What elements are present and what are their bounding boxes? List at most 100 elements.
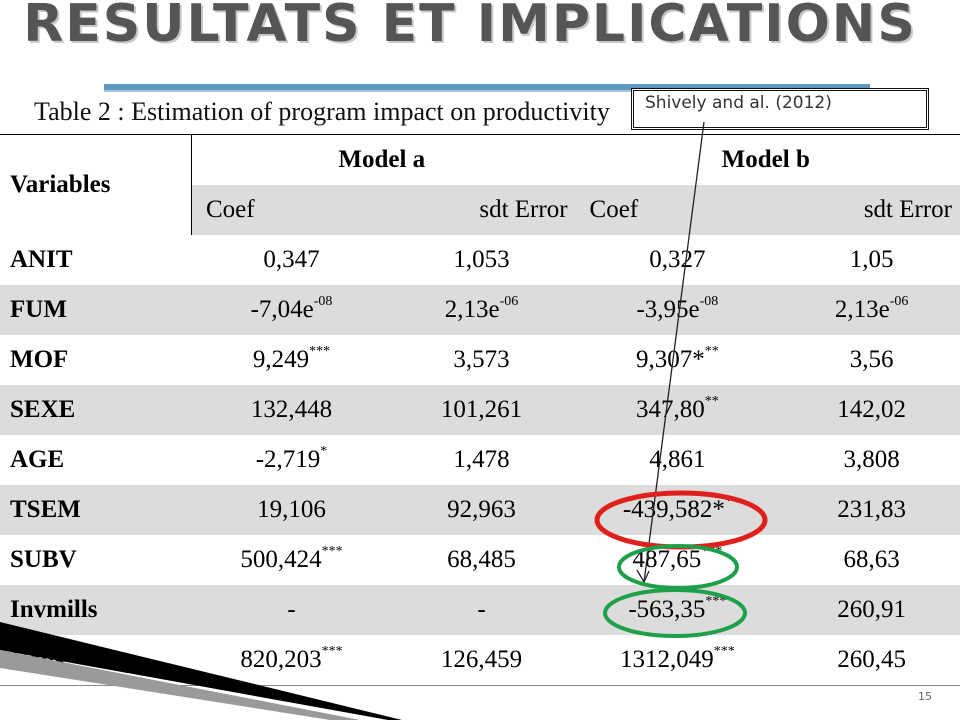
significance-marker: ** <box>704 344 719 359</box>
cell-value: 19,106 <box>257 496 326 523</box>
row-label: FUM <box>0 285 192 335</box>
header-model-b: Model b <box>571 134 960 185</box>
model-b-error-cell: 231,83 <box>783 485 960 535</box>
cell-value: -439,582* <box>622 496 725 523</box>
cell-value: - <box>477 596 486 623</box>
significance-marker: *** <box>705 594 727 609</box>
cell-value: 0,347 <box>263 246 320 273</box>
significance-marker: -06 <box>889 294 909 309</box>
cell-value: 9,307* <box>635 346 705 373</box>
header-model-a: Model a <box>191 134 572 185</box>
significance-marker: *** <box>701 544 723 559</box>
row-label: SEXE <box>0 385 192 435</box>
cell-value: 68,485 <box>447 546 516 573</box>
cell-value: 231,83 <box>837 496 906 523</box>
table-row: ANIT 0,347 1,053 0,327 1,05 <box>0 235 960 285</box>
table-row: AGE -2,719* 1,478 4,861 3,808 <box>0 435 960 485</box>
significance-marker: *** <box>713 644 735 659</box>
table-row: Invmills - - -563,35*** 260,91 <box>0 585 960 635</box>
row-label: Cons <box>0 635 192 686</box>
significance-marker: * <box>724 494 732 509</box>
citation-text: Shively and al. (2012) <box>645 93 832 113</box>
cell-value: 820,203 <box>240 646 322 673</box>
model-a-coef-cell: -2,719* <box>192 435 392 485</box>
model-a-error-cell: 68,485 <box>392 535 572 585</box>
cell-value: 2,13e <box>444 296 500 323</box>
row-label: SUBV <box>10 546 77 573</box>
significance-marker: * <box>320 444 328 459</box>
model-b-error-cell: 3,808 <box>783 435 960 485</box>
cell-value: - <box>287 596 296 623</box>
model-a-error-cell: 1,053 <box>392 235 572 285</box>
cell-value: -563,35 <box>628 596 706 623</box>
model-a-error-cell: 101,261 <box>391 385 572 435</box>
cell-value: 132,448 <box>250 396 333 423</box>
cell-value: 500,424 <box>240 546 322 573</box>
row-label: Invmills <box>0 585 192 635</box>
significance-marker: *** <box>321 644 343 659</box>
table-row: Cons 820,203*** 126,459 1312,049*** 260,45 <box>0 635 960 686</box>
significance-marker: ** <box>704 394 719 409</box>
model-b-error-cell: 68,63 <box>783 535 960 585</box>
cell-value: 260,91 <box>837 596 906 623</box>
model-a-error-cell: - <box>391 585 572 635</box>
significance-marker: -08 <box>313 294 333 309</box>
significance-marker: -06 <box>499 294 519 309</box>
model-b-coef-cell: 347,80** <box>571 385 784 435</box>
subheader-b-error: sdt Error <box>783 185 960 235</box>
model-a-coef-cell: 500,424*** <box>192 535 392 585</box>
table-row: FUM -7,04e-08 2,13e-06 -3,95e-08 2,13e-06 <box>0 285 960 335</box>
cell-value: 1,478 <box>453 446 510 473</box>
table-row: TSEM 19,106 92,963 -439,582** 231,83 <box>0 485 960 535</box>
model-a-error-cell: 92,963 <box>391 485 572 535</box>
model-a-coef-cell: 0,347 <box>192 235 392 285</box>
model-b-coef-cell: 9,307*** <box>572 335 784 385</box>
row-label: AGE <box>10 446 65 473</box>
table-caption: Table 2 : Estimation of program impact o… <box>34 97 610 126</box>
model-a-coef-cell: 132,448 <box>191 385 392 435</box>
cell-value: 126,459 <box>440 646 523 673</box>
page-number: 15 <box>918 690 932 703</box>
cell-value: 347,80 <box>635 396 705 423</box>
cell-value: 9,249 <box>252 346 310 373</box>
model-b-error-cell: 3,56 <box>783 335 960 385</box>
results-table: Variables Model a Model b Coef sdt Error… <box>0 134 960 686</box>
model-b-coef-cell: -563,35*** <box>571 585 784 635</box>
model-a-coef-cell: 9,249*** <box>192 335 392 385</box>
significance-marker: *** <box>321 544 343 559</box>
model-b-error-cell: 260,91 <box>783 585 960 635</box>
model-a-error-cell: 2,13e-06 <box>391 285 572 335</box>
table-row: SUBV 500,424*** 68,485 487,65*** 68,63 <box>0 535 960 585</box>
cell-value: -3,95e <box>636 296 700 323</box>
row-label: TSEM <box>0 485 192 535</box>
citation-box: Shively and al. (2012) <box>631 88 929 130</box>
slide-title: RESULTATS ET IMPLICATIONS <box>23 0 917 54</box>
cell-value: 1312,049 <box>619 646 714 673</box>
cell-value: 142,02 <box>837 396 906 423</box>
cell-value: 0,327 <box>649 246 706 273</box>
row-label: ANIT <box>10 246 73 273</box>
significance-marker: -08 <box>699 294 719 309</box>
row-label: MOF <box>10 346 69 373</box>
model-b-coef-cell: -3,95e-08 <box>571 285 784 335</box>
cell-value: -7,04e <box>250 296 314 323</box>
cell-value: 68,63 <box>843 546 900 573</box>
cell-value: 3,808 <box>843 446 900 473</box>
significance-marker: *** <box>309 344 331 359</box>
model-b-coef-cell: -439,582** <box>571 485 784 535</box>
model-b-error-cell: 2,13e-06 <box>783 285 960 335</box>
subheader-b-coef: Coef <box>571 185 784 235</box>
model-a-coef-cell: -7,04e-08 <box>191 285 392 335</box>
model-a-coef-cell: 820,203*** <box>191 635 392 686</box>
model-b-coef-cell: 1312,049*** <box>571 635 784 686</box>
cell-value: -2,719 <box>255 446 321 473</box>
model-b-coef-cell: 0,327 <box>572 235 784 285</box>
cell-value: 4,861 <box>649 446 706 473</box>
model-a-coef-cell: 19,106 <box>191 485 392 535</box>
table-body: ANIT 0,347 1,053 0,327 1,05 FUM -7,04e-08 2,13e… <box>0 235 960 686</box>
header-variables: Variables <box>0 134 192 235</box>
cell-value: 3,56 <box>849 346 894 373</box>
model-a-error-cell: 1,478 <box>392 435 572 485</box>
model-b-error-cell: 1,05 <box>783 235 960 285</box>
cell-value: 260,45 <box>837 646 906 673</box>
